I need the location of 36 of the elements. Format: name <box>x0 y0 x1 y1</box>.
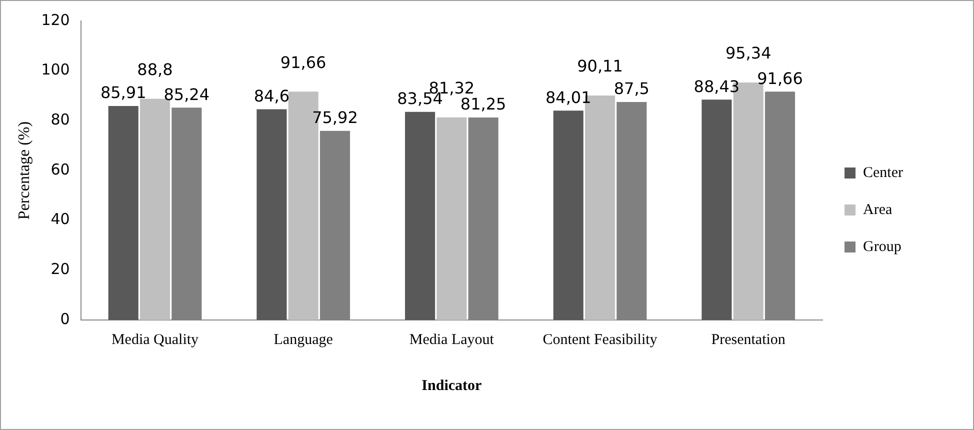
y-tick-label: 120 <box>41 10 70 29</box>
y-tick-label: 100 <box>41 60 70 79</box>
y-axis-title: Percentage (%) <box>16 121 33 220</box>
x-tick-label: Media Layout <box>409 332 495 348</box>
x-axis-title: Indicator <box>422 378 482 394</box>
x-tick-label: Language <box>274 332 334 348</box>
data-label: 87,5 <box>614 79 650 98</box>
bar <box>404 112 436 320</box>
data-label: 88,8 <box>137 60 173 79</box>
y-tick-label: 40 <box>50 210 70 228</box>
x-tick-label: Content Feasibility <box>542 332 658 348</box>
bar <box>108 106 138 320</box>
legend-label: Group <box>863 238 902 255</box>
bar <box>436 117 467 320</box>
x-tick-label: Presentation <box>711 332 786 348</box>
x-tick-label: Media Quality <box>111 332 200 348</box>
data-label: 85,24 <box>164 84 210 104</box>
bar <box>553 110 584 320</box>
y-tick-label: 20 <box>50 260 70 278</box>
data-label: 95,34 <box>725 44 772 63</box>
data-label: 88,43 <box>694 76 740 96</box>
y-tick-label: 60 <box>50 160 70 178</box>
data-label: 91,66 <box>757 68 803 88</box>
data-label: 75,92 <box>312 108 358 127</box>
y-tick-label: 80 <box>50 110 70 129</box>
data-label: 85,91 <box>100 83 146 102</box>
data-label: 91,66 <box>280 52 326 72</box>
y-tick-label: 0 <box>60 310 70 328</box>
data-label: 84,6 <box>254 86 290 106</box>
legend-label: Area <box>863 202 892 218</box>
data-label: 81,25 <box>460 94 506 114</box>
data-label: 90,11 <box>577 56 623 76</box>
legend-label: Center <box>863 164 904 181</box>
bar <box>702 100 732 320</box>
data-label: 84,01 <box>545 88 592 107</box>
bar <box>256 109 287 320</box>
